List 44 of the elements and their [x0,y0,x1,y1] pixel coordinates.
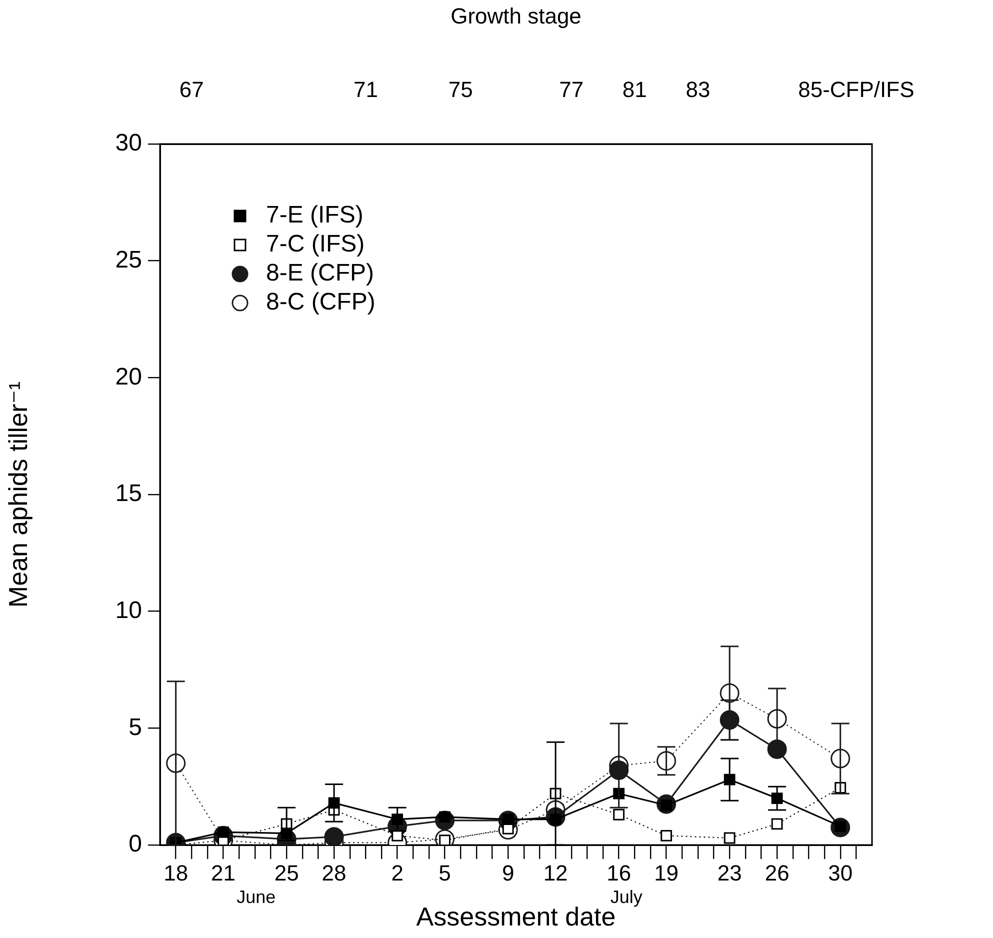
x2-axis-title: Growth stage [450,3,582,28]
legend-label: 8-C (CFP) [266,288,376,316]
y-tick-label: 20 [115,363,142,390]
legend-label: 7-C (IFS) [266,230,365,258]
x2-tick-label: 81 [622,76,647,102]
legend-label: 8-E (CFP) [266,260,374,287]
text: June [236,886,276,907]
y-tick-label: 5 [128,714,142,741]
x-tick-label: 19 [654,860,679,886]
legend-label: 7-E (IFS) [266,202,364,229]
text: July [610,886,642,907]
y-tick-label: 15 [115,480,142,508]
x-tick-label: 26 [764,860,790,886]
y-tick-label: 25 [115,246,142,274]
point [724,832,736,844]
x-tick-label: 28 [322,860,346,886]
y-tick-label: 0 [128,830,142,858]
point [724,774,736,786]
x-tick-label: 18 [164,860,188,886]
x2-tick-label: 83 [686,76,710,102]
point [660,830,672,842]
x2-tick-label: 67 [179,76,204,102]
x-tick-label: 21 [211,860,236,886]
x-tick-label: 30 [828,860,853,886]
y-axis-title: Mean aphids tiller⁻¹ [2,381,33,608]
x-tick-label: 9 [502,860,514,886]
x-tick-label: 2 [391,860,404,886]
x-tick-label: 16 [606,860,632,886]
x2-tick-label: 71 [353,76,378,102]
y-tick-label: 30 [115,130,142,157]
point [720,710,740,730]
x2-tick-label: 77 [559,76,584,102]
point [609,760,629,780]
x-tick-label: 12 [543,860,568,886]
x2-tick-label: 75 [448,76,473,102]
x2-tick-label: 85-CFP/IFS [798,76,914,102]
x-tick-label: 25 [274,860,299,886]
point [771,792,783,804]
point [613,808,625,820]
x-tick-label: 5 [438,860,451,886]
y-tick-label: 10 [115,596,142,624]
point [392,814,404,825]
point [771,818,783,830]
x-tick-label: 23 [717,860,742,886]
